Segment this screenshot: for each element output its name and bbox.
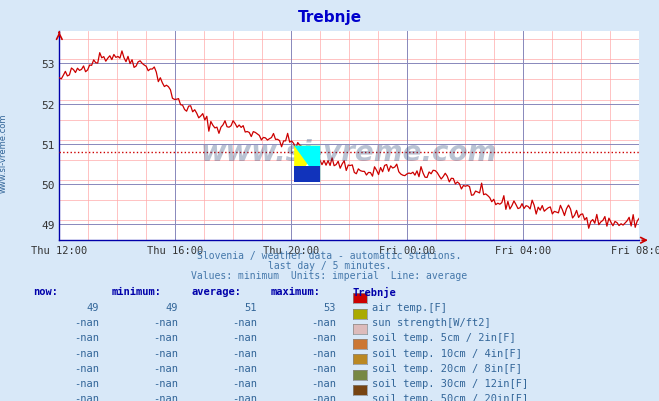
Text: -nan: -nan: [74, 363, 99, 373]
Text: sun strength[W/ft2]: sun strength[W/ft2]: [372, 317, 491, 327]
Text: -nan: -nan: [153, 378, 178, 388]
Text: minimum:: minimum:: [112, 287, 162, 297]
Text: -nan: -nan: [153, 332, 178, 342]
Text: -nan: -nan: [232, 393, 257, 401]
Text: maximum:: maximum:: [270, 287, 320, 297]
Text: -nan: -nan: [74, 378, 99, 388]
Text: -nan: -nan: [153, 393, 178, 401]
Text: -nan: -nan: [153, 363, 178, 373]
Text: -nan: -nan: [311, 393, 336, 401]
Text: -nan: -nan: [311, 348, 336, 358]
Text: 53: 53: [324, 302, 336, 312]
Polygon shape: [294, 146, 320, 182]
Text: -nan: -nan: [311, 332, 336, 342]
Text: -nan: -nan: [74, 332, 99, 342]
Text: -nan: -nan: [74, 393, 99, 401]
Text: -nan: -nan: [232, 348, 257, 358]
Polygon shape: [294, 166, 320, 182]
Text: soil temp. 10cm / 4in[F]: soil temp. 10cm / 4in[F]: [372, 348, 523, 358]
Text: soil temp. 5cm / 2in[F]: soil temp. 5cm / 2in[F]: [372, 332, 516, 342]
Text: soil temp. 30cm / 12in[F]: soil temp. 30cm / 12in[F]: [372, 378, 529, 388]
Text: Trebnje: Trebnje: [297, 10, 362, 25]
Text: www.si-vreme.com: www.si-vreme.com: [0, 113, 8, 192]
Text: -nan: -nan: [232, 332, 257, 342]
Text: -nan: -nan: [232, 363, 257, 373]
Polygon shape: [294, 146, 320, 182]
Text: -nan: -nan: [74, 317, 99, 327]
Text: -nan: -nan: [232, 317, 257, 327]
Text: 49: 49: [165, 302, 178, 312]
Text: www.si-vreme.com: www.si-vreme.com: [201, 139, 498, 167]
Text: Values: minimum  Units: imperial  Line: average: Values: minimum Units: imperial Line: av…: [191, 271, 468, 281]
Text: air temp.[F]: air temp.[F]: [372, 302, 447, 312]
Text: -nan: -nan: [232, 378, 257, 388]
Text: soil temp. 20cm / 8in[F]: soil temp. 20cm / 8in[F]: [372, 363, 523, 373]
Text: -nan: -nan: [311, 363, 336, 373]
Text: -nan: -nan: [311, 378, 336, 388]
Text: Trebnje: Trebnje: [353, 287, 396, 298]
Text: -nan: -nan: [153, 317, 178, 327]
Text: -nan: -nan: [153, 348, 178, 358]
Text: -nan: -nan: [74, 348, 99, 358]
Text: now:: now:: [33, 287, 58, 297]
Text: soil temp. 50cm / 20in[F]: soil temp. 50cm / 20in[F]: [372, 393, 529, 401]
Text: 51: 51: [244, 302, 257, 312]
Text: -nan: -nan: [311, 317, 336, 327]
Text: last day / 5 minutes.: last day / 5 minutes.: [268, 261, 391, 271]
Text: average:: average:: [191, 287, 241, 297]
Text: Slovenia / weather data - automatic stations.: Slovenia / weather data - automatic stat…: [197, 251, 462, 261]
Text: 49: 49: [86, 302, 99, 312]
